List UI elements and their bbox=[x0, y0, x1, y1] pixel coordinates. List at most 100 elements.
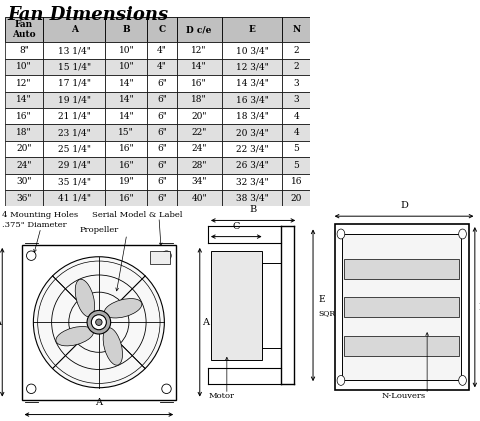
Bar bbox=[43, 157, 105, 173]
Text: E: E bbox=[318, 295, 324, 304]
Bar bbox=[282, 157, 310, 173]
Text: 6": 6" bbox=[156, 95, 167, 104]
Bar bbox=[150, 251, 169, 264]
Bar bbox=[43, 92, 105, 108]
Text: 12 3/4": 12 3/4" bbox=[235, 62, 268, 72]
Bar bbox=[5, 124, 43, 141]
Bar bbox=[282, 141, 310, 157]
Bar bbox=[5, 157, 43, 173]
Bar bbox=[221, 190, 282, 206]
Text: 5: 5 bbox=[293, 144, 299, 153]
Text: 41 1/4": 41 1/4" bbox=[58, 194, 91, 203]
Bar bbox=[176, 108, 221, 124]
Text: 19": 19" bbox=[118, 177, 134, 186]
Bar bbox=[105, 92, 147, 108]
Bar bbox=[343, 336, 458, 356]
Bar bbox=[176, 157, 221, 173]
Text: 2: 2 bbox=[293, 46, 299, 55]
Bar bbox=[5, 17, 43, 43]
Bar bbox=[147, 43, 176, 59]
Text: 20: 20 bbox=[290, 194, 301, 203]
Text: 16": 16" bbox=[118, 144, 134, 153]
Text: 18 3/4": 18 3/4" bbox=[235, 112, 268, 121]
Text: 4": 4" bbox=[156, 62, 167, 72]
Bar bbox=[221, 173, 282, 190]
Bar bbox=[105, 108, 147, 124]
Text: 30": 30" bbox=[16, 177, 32, 186]
Bar bbox=[282, 43, 310, 59]
Text: B: B bbox=[122, 25, 130, 34]
Text: N: N bbox=[292, 25, 300, 34]
Text: 12": 12" bbox=[191, 46, 206, 55]
Circle shape bbox=[458, 229, 466, 239]
Bar bbox=[147, 157, 176, 173]
Text: 14": 14" bbox=[191, 62, 206, 72]
Text: 16": 16" bbox=[16, 112, 32, 121]
Bar bbox=[221, 92, 282, 108]
Bar bbox=[147, 75, 176, 92]
Text: 6": 6" bbox=[156, 79, 167, 88]
Bar bbox=[342, 234, 460, 381]
Bar bbox=[176, 43, 221, 59]
Ellipse shape bbox=[75, 279, 95, 317]
Text: 2: 2 bbox=[293, 62, 299, 72]
Circle shape bbox=[33, 257, 164, 388]
Bar bbox=[210, 251, 261, 360]
Bar bbox=[176, 75, 221, 92]
Ellipse shape bbox=[103, 328, 122, 365]
Circle shape bbox=[26, 384, 36, 394]
Text: 22": 22" bbox=[191, 128, 206, 137]
Text: 29 1/4": 29 1/4" bbox=[58, 161, 90, 170]
Bar bbox=[221, 108, 282, 124]
Bar bbox=[221, 17, 282, 43]
Bar bbox=[282, 108, 310, 124]
Bar bbox=[5, 92, 43, 108]
Bar bbox=[282, 59, 310, 75]
Text: 6": 6" bbox=[156, 144, 167, 153]
Text: Serial Model & Label: Serial Model & Label bbox=[92, 210, 182, 218]
Bar bbox=[5, 141, 43, 157]
Ellipse shape bbox=[104, 298, 142, 318]
Text: 16 3/4": 16 3/4" bbox=[235, 95, 268, 104]
Bar bbox=[147, 108, 176, 124]
Text: 14": 14" bbox=[16, 95, 32, 104]
Text: Fan Dimensions: Fan Dimensions bbox=[7, 6, 168, 24]
Text: 16": 16" bbox=[118, 161, 134, 170]
Text: 38 3/4": 38 3/4" bbox=[235, 194, 268, 203]
Bar bbox=[176, 17, 221, 43]
Text: 22 3/4": 22 3/4" bbox=[235, 144, 268, 153]
Text: 14": 14" bbox=[118, 95, 134, 104]
Text: 3: 3 bbox=[293, 95, 299, 104]
Bar bbox=[43, 43, 105, 59]
Bar bbox=[43, 75, 105, 92]
Bar bbox=[5, 75, 43, 92]
Bar bbox=[43, 59, 105, 75]
Text: 25 1/4": 25 1/4" bbox=[58, 144, 91, 153]
Bar bbox=[105, 75, 147, 92]
Bar bbox=[43, 124, 105, 141]
Circle shape bbox=[96, 319, 102, 325]
Bar bbox=[176, 141, 221, 157]
Bar bbox=[176, 124, 221, 141]
Bar bbox=[221, 124, 282, 141]
Text: 15": 15" bbox=[118, 128, 134, 137]
Text: 6": 6" bbox=[156, 194, 167, 203]
Bar bbox=[343, 259, 458, 279]
Text: D: D bbox=[399, 201, 407, 210]
Bar bbox=[221, 141, 282, 157]
Text: 15 1/4": 15 1/4" bbox=[58, 62, 91, 72]
Circle shape bbox=[161, 251, 171, 261]
Text: C: C bbox=[232, 221, 240, 231]
Bar bbox=[43, 141, 105, 157]
Text: Motor: Motor bbox=[208, 392, 234, 400]
Bar bbox=[43, 190, 105, 206]
Text: A: A bbox=[0, 318, 1, 327]
Bar bbox=[176, 92, 221, 108]
Bar bbox=[147, 141, 176, 157]
Text: 35 1/4": 35 1/4" bbox=[58, 177, 91, 186]
Bar bbox=[221, 59, 282, 75]
Bar bbox=[5, 43, 43, 59]
Text: 24": 24" bbox=[16, 161, 32, 170]
Text: 6": 6" bbox=[156, 112, 167, 121]
Text: 18": 18" bbox=[191, 95, 206, 104]
